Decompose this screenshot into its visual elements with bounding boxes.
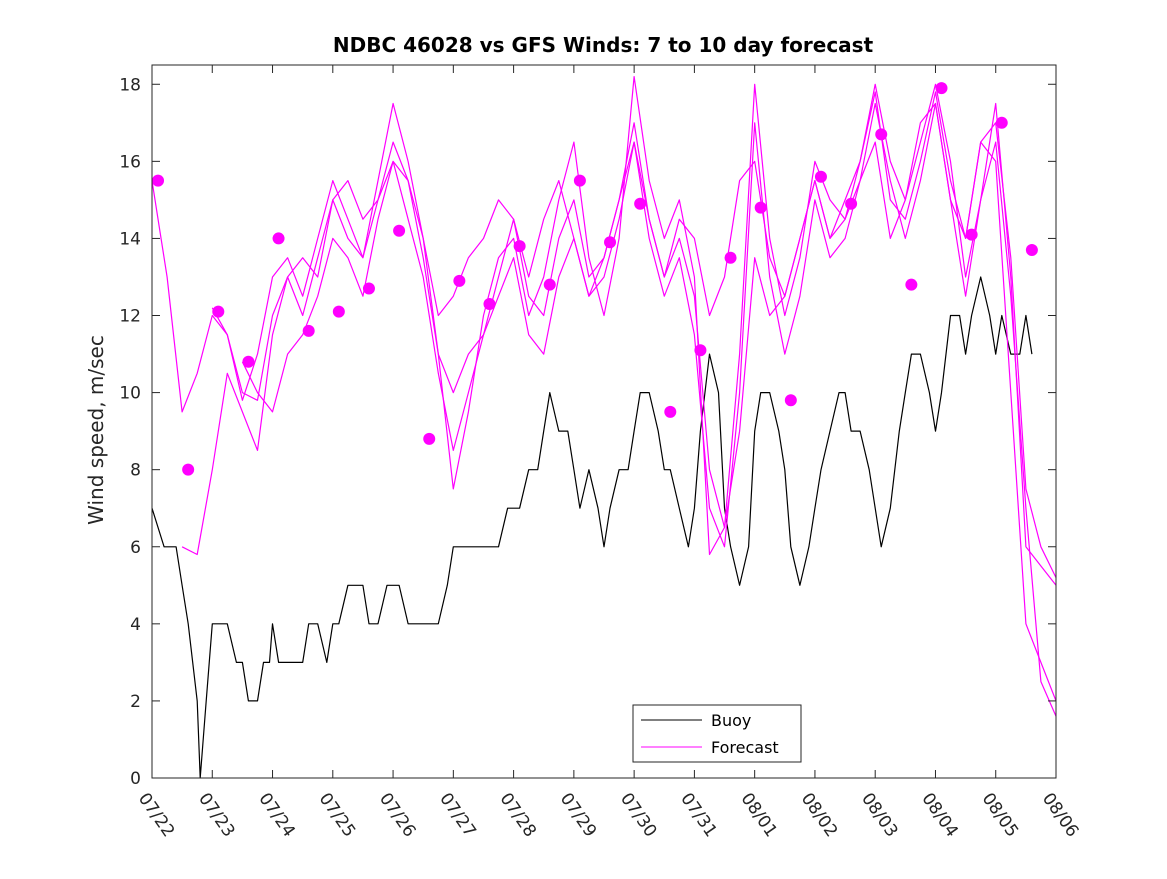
forecast-point bbox=[573, 174, 586, 187]
forecast-point bbox=[664, 405, 677, 418]
forecast-point bbox=[604, 236, 617, 249]
legend: Buoy Forecast bbox=[632, 704, 802, 763]
legend-box bbox=[632, 704, 802, 763]
forecast-point bbox=[302, 324, 315, 337]
forecast-point bbox=[513, 240, 526, 253]
y-axis-label: Wind speed, m/sec bbox=[84, 335, 108, 525]
y-tick-label: 0 bbox=[130, 769, 141, 789]
legend-forecast-label: Forecast bbox=[711, 738, 779, 757]
forecast-point bbox=[814, 170, 827, 183]
forecast-line bbox=[181, 75, 1057, 586]
plot-markers bbox=[152, 82, 1038, 476]
forecast-point bbox=[935, 82, 948, 95]
forecast-point bbox=[393, 224, 406, 237]
forecast-point bbox=[965, 228, 978, 241]
y-tick-label: 2 bbox=[130, 692, 141, 712]
y-tick-label: 8 bbox=[130, 461, 141, 481]
buoy-line bbox=[151, 276, 1033, 779]
forecast-point bbox=[1025, 243, 1038, 256]
forecast-point bbox=[724, 251, 737, 264]
forecast-line bbox=[241, 102, 1057, 717]
legend-buoy-label: Buoy bbox=[711, 711, 751, 730]
forecast-point bbox=[875, 128, 888, 141]
plot-frame bbox=[151, 64, 1057, 779]
forecast-point bbox=[182, 463, 195, 476]
forecast-point bbox=[332, 305, 345, 318]
forecast-point bbox=[543, 278, 556, 291]
forecast-point bbox=[483, 297, 496, 310]
forecast-point bbox=[212, 305, 225, 318]
forecast-point bbox=[995, 116, 1008, 129]
forecast-point bbox=[423, 432, 436, 445]
y-tick-label: 4 bbox=[130, 615, 141, 635]
chart-title: NDBC 46028 vs GFS Winds: 7 to 10 day for… bbox=[333, 33, 874, 57]
plot-lines bbox=[151, 75, 1057, 779]
y-tick-label: 14 bbox=[119, 229, 141, 249]
y-tick-label: 18 bbox=[119, 75, 141, 95]
y-axis: 0 2 4 6 8 10 12 14 16 18 bbox=[119, 75, 1056, 789]
forecast-point bbox=[845, 197, 858, 210]
forecast-point bbox=[784, 394, 797, 407]
forecast-line bbox=[211, 91, 1057, 578]
forecast-point bbox=[905, 278, 918, 291]
forecast-point bbox=[754, 201, 767, 214]
forecast-point bbox=[152, 174, 165, 187]
forecast-point bbox=[453, 274, 466, 287]
forecast-point bbox=[362, 282, 375, 295]
forecast-point bbox=[242, 355, 255, 368]
y-tick-label: 12 bbox=[119, 307, 141, 327]
y-tick-label: 16 bbox=[119, 152, 141, 172]
forecast-point bbox=[272, 232, 285, 245]
forecast-point bbox=[694, 344, 707, 357]
y-tick-label: 6 bbox=[130, 538, 141, 558]
forecast-point bbox=[634, 197, 647, 210]
y-tick-label: 10 bbox=[119, 384, 141, 404]
